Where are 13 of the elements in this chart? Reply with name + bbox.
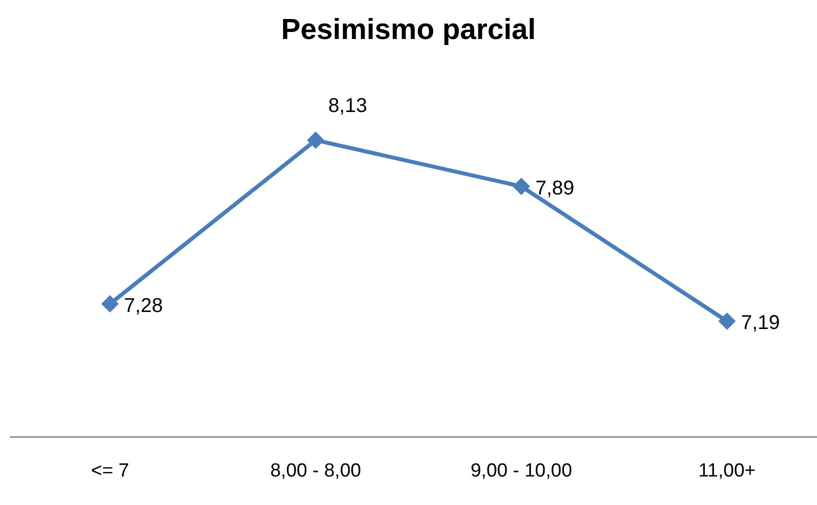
point [307,132,324,149]
x-tick-label: 9,00 - 10,00 [470,460,572,482]
point [512,178,530,195]
chart-title: Pesimismo parcial [280,13,537,48]
x-tick-label: 8,00 - 8,00 [270,460,362,482]
x-tick-label: 11,00+ [698,460,756,482]
point [102,295,118,312]
data-label: 7,19 [741,312,780,334]
data-label: 7,89 [535,177,574,200]
x-tick-label: <= 7 [90,460,130,482]
data-label: 7,28 [124,294,163,317]
point [718,312,736,330]
data-label: 8,13 [328,95,368,118]
